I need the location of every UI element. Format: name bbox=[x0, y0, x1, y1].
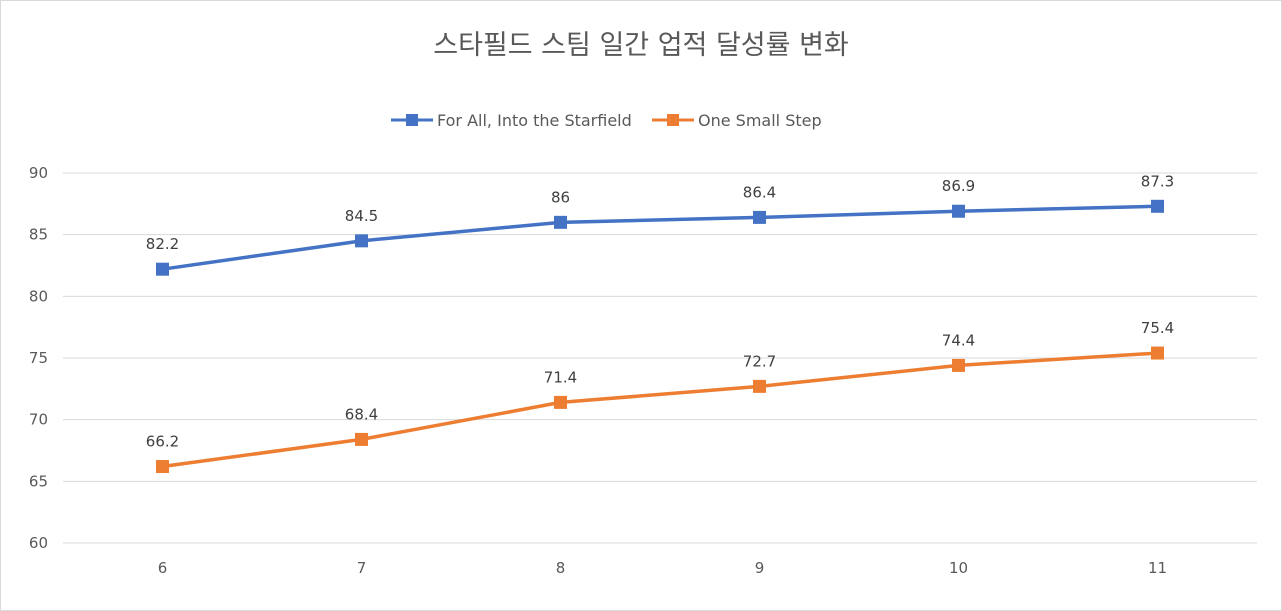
data-point-series-2[interactable] bbox=[952, 358, 965, 372]
data-label-series-2: 71.4 bbox=[544, 368, 577, 386]
y-axis-ticks: 60 65 70 75 80 85 90 bbox=[29, 164, 48, 552]
x-axis-ticks: 6 7 8 9 10 11 bbox=[158, 559, 1167, 577]
data-label-series-1: 86.9 bbox=[942, 177, 975, 195]
data-point-series-1[interactable] bbox=[952, 204, 965, 218]
x-tick-label: 9 bbox=[755, 559, 765, 577]
data-label-series-2: 72.7 bbox=[743, 352, 776, 370]
y-tick-label: 60 bbox=[29, 534, 48, 552]
data-label-series-1: 87.3 bbox=[1141, 172, 1174, 190]
data-point-series-2[interactable] bbox=[156, 460, 169, 474]
data-point-series-1[interactable] bbox=[753, 210, 766, 224]
data-label-series-2: 68.4 bbox=[345, 405, 378, 423]
x-tick-label: 10 bbox=[949, 559, 968, 577]
data-point-series-1[interactable] bbox=[156, 262, 169, 276]
legend-item-series-1[interactable]: For All, Into the Starfield bbox=[391, 111, 632, 130]
data-point-series-2[interactable] bbox=[753, 379, 766, 393]
x-tick-label: 8 bbox=[556, 559, 566, 577]
data-label-series-2: 75.4 bbox=[1141, 319, 1174, 337]
data-point-series-1[interactable] bbox=[1151, 199, 1164, 213]
y-tick-label: 80 bbox=[29, 287, 48, 305]
y-tick-label: 75 bbox=[29, 349, 48, 367]
series-line-1 bbox=[160, 204, 1160, 271]
data-point-series-2[interactable] bbox=[1151, 346, 1164, 360]
data-label-series-1: 84.5 bbox=[345, 207, 378, 225]
x-tick-label: 7 bbox=[357, 559, 367, 577]
series-lines bbox=[156, 199, 1164, 474]
data-point-series-1[interactable] bbox=[554, 215, 567, 229]
data-point-series-2[interactable] bbox=[355, 432, 368, 446]
legend-item-series-2[interactable]: One Small Step bbox=[652, 111, 822, 130]
data-label-series-2: 74.4 bbox=[942, 331, 975, 349]
legend: For All, Into the Starfield One Small St… bbox=[391, 111, 822, 130]
legend-label-series-2: One Small Step bbox=[698, 111, 822, 130]
legend-marker-series-2 bbox=[667, 114, 679, 126]
x-tick-label: 6 bbox=[158, 559, 168, 577]
data-label-series-1: 82.2 bbox=[146, 235, 179, 253]
y-tick-label: 85 bbox=[29, 226, 48, 244]
data-point-series-1[interactable] bbox=[355, 234, 368, 248]
chart-title: 스타필드 스팀 일간 업적 달성률 변화 bbox=[433, 30, 849, 61]
data-labels: 82.2 84.5 86 86.4 86.9 87.3 66.2 68.4 71.4 72.7 74… bbox=[146, 172, 1174, 450]
y-tick-label: 65 bbox=[29, 472, 48, 490]
legend-label-series-1: For All, Into the Starfield bbox=[437, 111, 632, 130]
x-tick-label: 11 bbox=[1148, 559, 1167, 577]
series-line-2 bbox=[160, 351, 1160, 469]
y-tick-label: 90 bbox=[29, 164, 48, 182]
data-label-series-1: 86 bbox=[551, 188, 570, 206]
data-point-series-2[interactable] bbox=[554, 395, 567, 409]
legend-marker-series-1 bbox=[406, 114, 418, 126]
data-label-series-2: 66.2 bbox=[146, 433, 179, 451]
y-tick-label: 70 bbox=[29, 411, 48, 429]
data-label-series-1: 86.4 bbox=[743, 183, 776, 201]
